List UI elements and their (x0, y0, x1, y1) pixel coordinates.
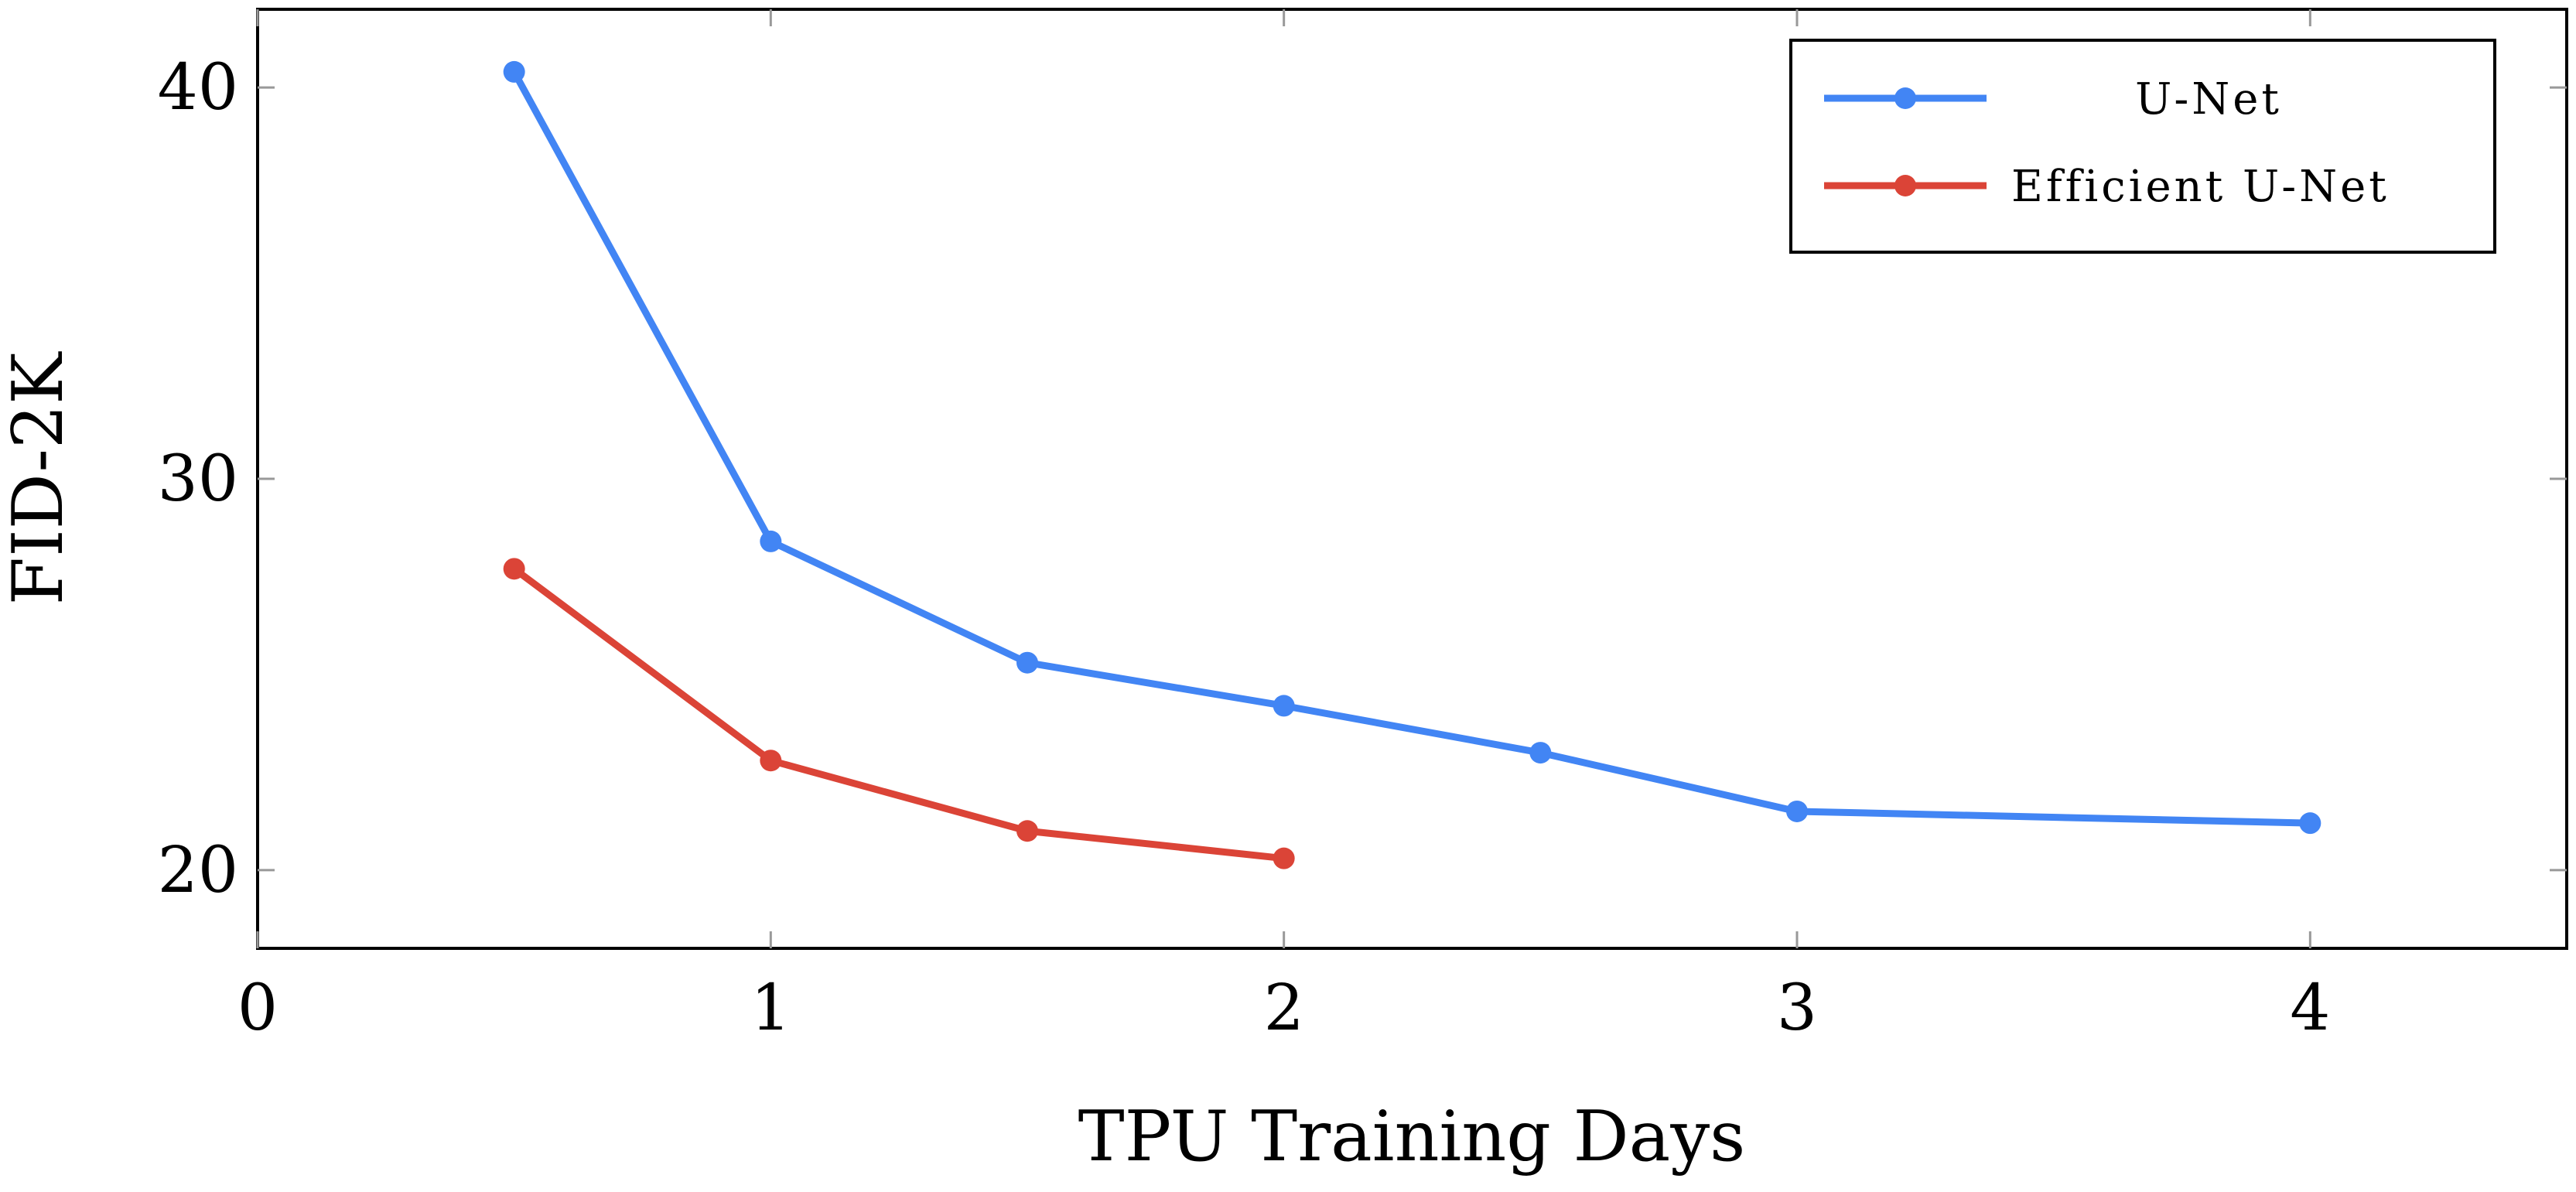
legend-box (1789, 39, 2496, 254)
y-tick-label: 40 (158, 51, 238, 125)
x-tick-label: 4 (2290, 972, 2330, 1045)
x-tick-label: 2 (1264, 972, 1304, 1045)
u-net-data-point (1786, 800, 1808, 822)
u-net-legend-marker (1894, 87, 1916, 109)
legend: U-Net Efficient U-Net (1789, 39, 2496, 254)
x-tick-label: 1 (750, 972, 791, 1045)
x-axis-title: TPU Training Days (1078, 1096, 1746, 1177)
efficient-u-net-series-line (511, 565, 1288, 862)
y-tick-label: 30 (158, 442, 238, 516)
y-tick-label: 20 (158, 834, 238, 907)
efficient-u-net-data-point (760, 750, 782, 772)
u-net-data-point (760, 530, 782, 552)
u-net-data-point (1273, 695, 1295, 717)
series-layer (503, 60, 2321, 869)
axis-ticks: 0 1 2 3 4 20 30 40 (158, 9, 2567, 1045)
efficient-u-net-data-point (503, 558, 525, 580)
u-net-data-point (1016, 651, 1038, 674)
x-tick-label: 0 (237, 972, 278, 1045)
u-net-data-point (503, 60, 525, 83)
u-net-legend-label: U-Net (2135, 74, 2282, 125)
efficient-u-net-legend-label: Efficient U-Net (2011, 162, 2390, 212)
y-axis-title: FID-2K (0, 351, 79, 605)
x-tick-label: 3 (1777, 972, 1817, 1045)
efficient-u-net-data-point (1273, 847, 1295, 869)
u-net-data-point (2299, 812, 2321, 835)
u-net-data-point (1529, 742, 1552, 764)
efficient-u-net-data-point (1016, 820, 1038, 842)
efficient-u-net-legend-marker (1894, 175, 1916, 196)
